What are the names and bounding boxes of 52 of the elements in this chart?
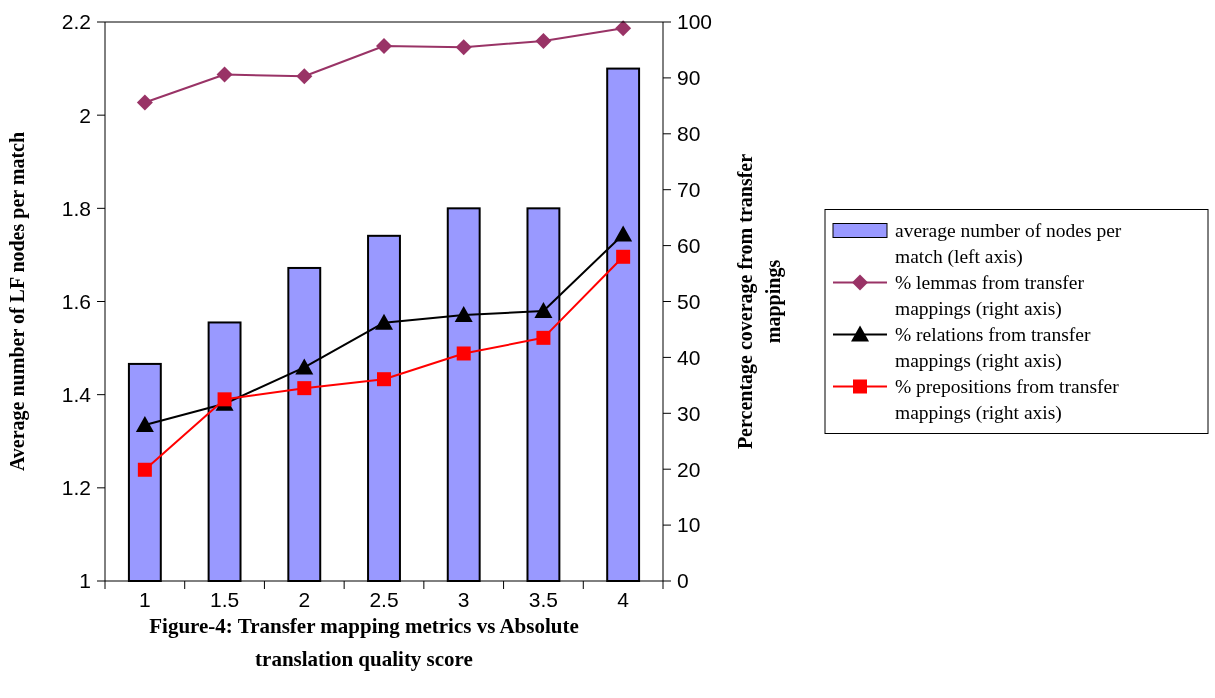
y-tick-label: 2.2 — [61, 10, 91, 34]
point — [616, 249, 631, 264]
y-tick-label: 1.8 — [61, 196, 91, 220]
y2-tick-label: 90 — [677, 66, 701, 90]
point — [454, 305, 473, 322]
y2-tick-label: 80 — [677, 122, 701, 146]
point — [135, 416, 154, 433]
point — [534, 302, 553, 318]
y-tick-label: 1.6 — [61, 289, 91, 313]
point — [217, 392, 232, 407]
point — [455, 39, 472, 56]
y2-tick-label: 40 — [677, 345, 701, 369]
point — [615, 20, 632, 37]
point — [536, 330, 551, 345]
x-tick-label: 1.5 — [209, 588, 240, 611]
legend-label: % prepositions from transfer mappings (right axis) — [895, 376, 1120, 425]
point — [377, 372, 391, 387]
point — [296, 68, 313, 85]
y-axis-title: Average number of LF nodes per match — [6, 131, 29, 472]
point — [136, 94, 153, 111]
point — [375, 313, 393, 330]
y2-tick-label: 0 — [677, 569, 689, 593]
y-tick-label: 2 — [79, 103, 91, 127]
point — [456, 346, 471, 361]
x-tick-label: 2 — [298, 588, 311, 611]
legend-label: average number of nodes per match (left axis) — [895, 220, 1122, 269]
y2-tick-label: 20 — [677, 457, 701, 481]
y-tick-label: 1.2 — [61, 476, 91, 500]
point — [297, 381, 312, 396]
y2-tick-label: 50 — [677, 289, 701, 313]
y2-tick-label: 10 — [677, 513, 701, 537]
y-tick-label: 1.4 — [61, 383, 92, 407]
y2-axis-title: Percentage coverage from transfer mappings — [734, 153, 785, 450]
point — [376, 38, 392, 55]
y-tick-label: 1 — [79, 569, 91, 593]
x-tick-label: 1 — [139, 588, 151, 611]
point — [137, 462, 152, 477]
x-tick-label: 2.5 — [369, 588, 399, 611]
x-tick-label: 3.5 — [528, 588, 559, 611]
x-tick-label: 3 — [457, 588, 470, 611]
text: Figure-4: Transfer mapping metrics vs Absolute translation quality score — [149, 614, 579, 671]
legend-label: % lemmas from transfer mappings (right axis) — [895, 272, 1085, 321]
point — [295, 358, 314, 375]
point — [614, 225, 633, 242]
point — [535, 33, 552, 50]
x-tick-label: 4 — [617, 588, 630, 611]
y2-tick-label: 60 — [677, 233, 701, 257]
y2-tick-label: 100 — [677, 10, 713, 34]
point — [216, 66, 233, 83]
y2-tick-label: 70 — [677, 178, 701, 202]
y2-tick-label: 30 — [677, 401, 701, 425]
legend-label: % relations from transfer mappings (right axis) — [895, 324, 1091, 373]
